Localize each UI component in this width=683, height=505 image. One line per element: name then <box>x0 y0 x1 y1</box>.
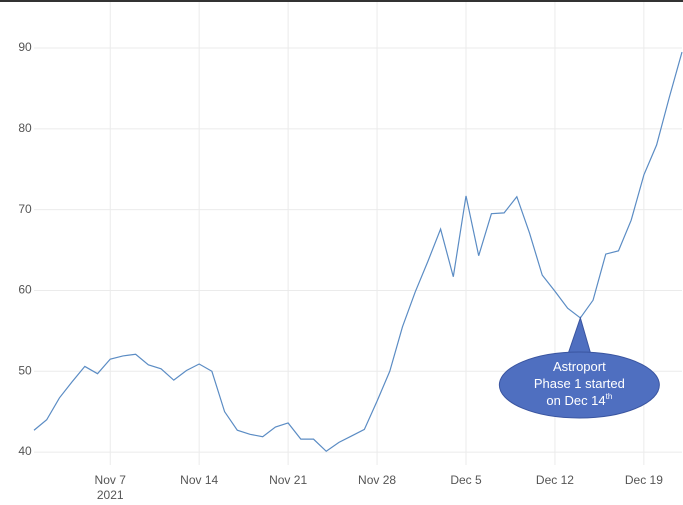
annotation-line: Astroport <box>553 359 606 374</box>
annotation-line: Phase 1 started <box>534 376 625 391</box>
top-border <box>0 0 683 2</box>
annotation-text: Astroport <box>553 359 606 374</box>
x-tick-label: Nov 21 <box>269 473 307 487</box>
annotation-text: Phase 1 started <box>534 376 625 391</box>
x-tick-label: Nov 14 <box>180 473 218 487</box>
y-tick-label: 90 <box>18 40 32 54</box>
annotation-line: on Dec 14 <box>546 393 605 408</box>
annotation-superscript: th <box>606 392 613 401</box>
x-tick-label: Dec 12 <box>536 473 574 487</box>
x-tick-label: Dec 19 <box>625 473 663 487</box>
x-tick-label: Nov 7 <box>95 473 127 487</box>
annotation-bubble <box>498 351 660 419</box>
y-tick-label: 80 <box>18 121 32 135</box>
annotation-text: on Dec 14th <box>546 392 612 408</box>
annotation-pointer <box>566 316 593 357</box>
y-tick-label: 40 <box>18 444 32 458</box>
x-tick-label: Nov 28 <box>358 473 396 487</box>
y-tick-label: 50 <box>18 363 32 377</box>
y-tick-label: 60 <box>18 283 32 297</box>
x-tick-label: Dec 5 <box>450 473 482 487</box>
line <box>33 51 683 453</box>
y-tick-label: 70 <box>18 202 32 216</box>
x-year-label: 2021 <box>97 488 124 502</box>
